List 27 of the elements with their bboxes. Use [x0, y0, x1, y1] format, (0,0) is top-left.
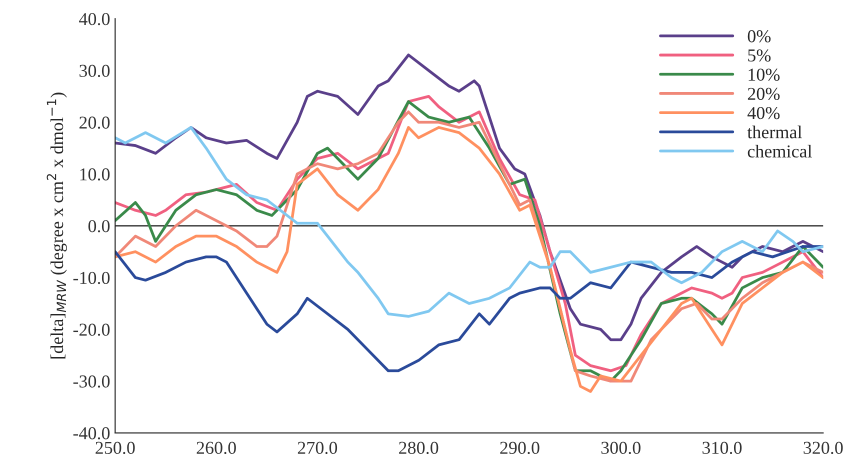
y-tick-label: -40.0	[73, 427, 110, 440]
y-tick-label: -10.0	[73, 272, 110, 284]
y-tick-label: 30.0	[80, 64, 110, 78]
legend-label: chemical	[748, 144, 812, 158]
legend-label: 5%	[748, 49, 771, 62]
y-tick-label: -30.0	[73, 375, 110, 388]
y-tick-label: 0.0	[88, 220, 110, 232]
x-tick-label: 320.0	[804, 442, 843, 454]
y-axis-title: [delta]$_{MRW}$ (degree x cm$^{2}$ x dmol$^{−1}$)	[46, 92, 67, 358]
legend-label: 0%	[748, 30, 771, 42]
x-tick-label: 270.0	[298, 442, 338, 454]
legend-label: 20%	[748, 88, 780, 100]
x-tick-label: 280.0	[399, 442, 438, 454]
legend-label: thermal	[747, 126, 802, 138]
x-tick-label: 260.0	[196, 442, 236, 454]
y-tick-label: 10.0	[80, 168, 110, 181]
y-tick-label: 40.0	[79, 12, 110, 26]
x-tick-label: 290.0	[500, 442, 540, 454]
legend-label: 10%	[748, 68, 780, 81]
line-series	[115, 245, 824, 372]
x-tick-label: 250.0	[96, 442, 135, 454]
y-tick-label: 20.0	[79, 116, 110, 129]
line-series	[115, 126, 824, 318]
x-tick-label: 300.0	[601, 442, 640, 454]
x-tick-label: 310.0	[702, 442, 742, 454]
y-tick-label: -20.0	[73, 324, 110, 336]
legend-label: 40%	[748, 106, 780, 120]
